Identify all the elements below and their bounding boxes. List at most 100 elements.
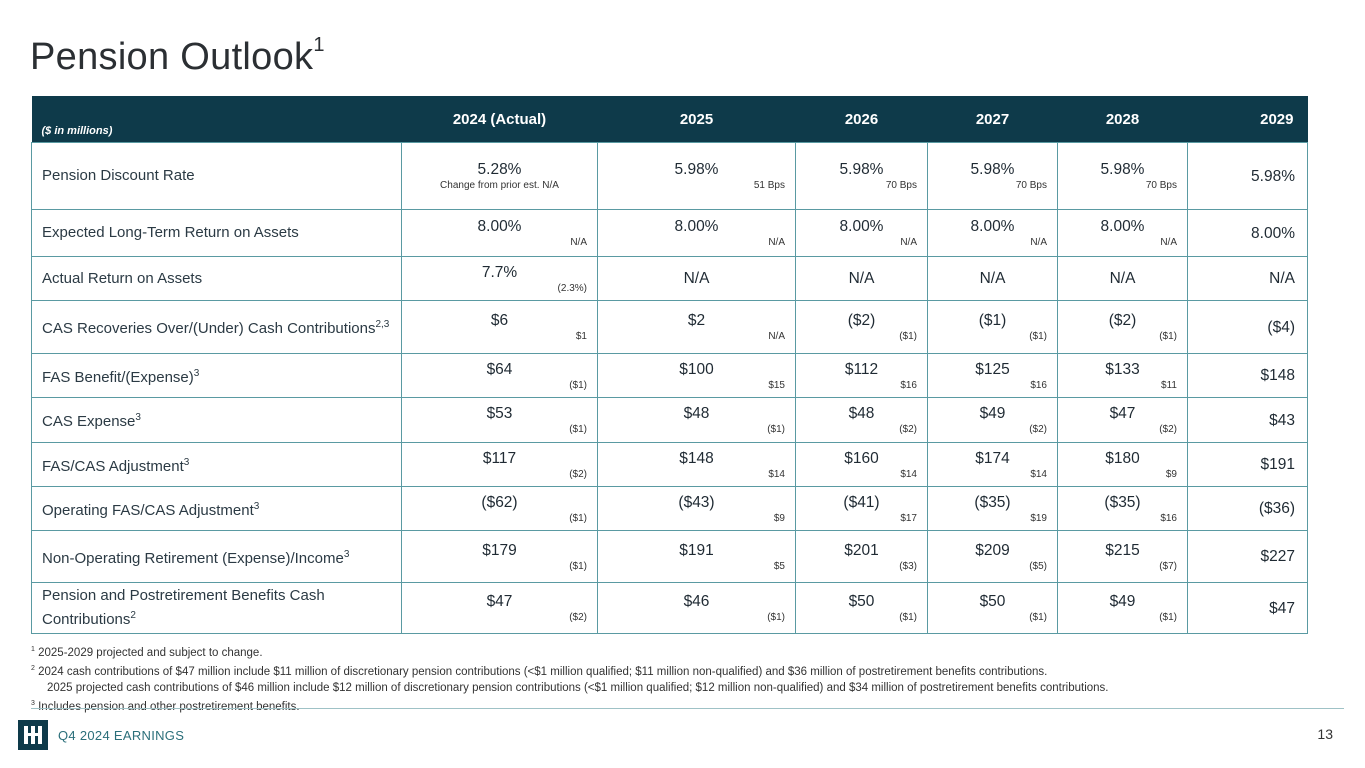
cell-value: 8.00% [1100, 218, 1145, 235]
cell-value: $112 [844, 360, 879, 378]
table-cell: N/A [795, 256, 928, 301]
cell-change-note: 70 Bps [1145, 180, 1177, 191]
cell-value: 5.98% [1100, 161, 1145, 178]
cell-change-note: ($1) [1159, 331, 1177, 342]
cell-value: N/A [1269, 270, 1295, 287]
cell-value: $47 [1109, 405, 1136, 422]
cell-change-note: $14 [768, 468, 785, 480]
row-label: CAS Expense3 [31, 397, 402, 443]
cell-change-note: $1 [575, 331, 587, 342]
table-row: Pension Discount Rate 5.28% Change from pr… [31, 142, 1308, 210]
table-cell: $50 ($1) [927, 582, 1058, 634]
table-header-row: ($ in millions) 2024 (Actual) 2025 2026 … [31, 96, 1308, 143]
cell-change-note: $11 [1161, 379, 1177, 391]
cell-change-note: $9 [1165, 468, 1177, 480]
cell-value: 8.00% [839, 218, 884, 235]
row-label-footnote-ref: 3 [343, 548, 350, 560]
cell-value: 8.00% [970, 218, 1015, 235]
cell-value: N/A [848, 270, 875, 287]
table-cell: N/A [597, 256, 796, 301]
units-label: ($ in millions) [31, 96, 402, 143]
cell-value: $174 [975, 449, 1010, 467]
table-cell: $100 $15 [597, 353, 796, 398]
cell-change-note: $19 [1030, 512, 1047, 524]
cell-value: $191 [679, 541, 714, 559]
table-cell: $191 [1187, 442, 1308, 487]
cell-value: ($62) [481, 493, 518, 511]
cell-change-note: N/A [1160, 237, 1177, 248]
cell-value: $133 [1105, 360, 1140, 378]
cell-value: 8.00% [674, 218, 719, 235]
row-label: Actual Return on Assets [31, 256, 402, 301]
cell-change-note: $9 [773, 512, 785, 524]
table-cell: $48 ($2) [795, 397, 928, 443]
table-cell: $160 $14 [795, 442, 928, 487]
column-header: 2027 [927, 96, 1058, 143]
table-cell: $53 ($1) [401, 397, 598, 443]
cell-change-note: ($1) [569, 424, 587, 435]
page-title-footnote-ref: 1 [313, 34, 325, 56]
cell-change-note: N/A [900, 237, 917, 248]
table-cell: $215 ($7) [1057, 530, 1188, 583]
cell-change-note: ($1) [899, 612, 917, 623]
table-row: FAS/CAS Adjustment3 $117 ($2) $148 $14 $160 $1… [31, 442, 1308, 487]
cell-value: ($43) [678, 493, 715, 511]
cell-change-note: Change from prior est. N/A [440, 180, 559, 191]
row-label-text: Non-Operating Retirement (Expense)/Incom… [42, 549, 344, 567]
page-number: 13 [1317, 726, 1333, 742]
table-cell: 7.7% (2.3%) [401, 256, 598, 301]
table-cell: $125 $16 [927, 353, 1058, 398]
table-cell: 5.98% 51 Bps [597, 142, 796, 210]
cell-value: $50 [979, 593, 1006, 610]
page-title: Pension Outlook1 [30, 34, 325, 79]
table-cell: ($2) ($1) [795, 300, 928, 354]
table-cell: 8.00% N/A [597, 209, 796, 257]
table-cell: ($35) $19 [927, 486, 1058, 531]
cell-value: $209 [975, 541, 1010, 559]
cell-value: $100 [679, 360, 714, 378]
table-cell: 5.98% [1187, 142, 1308, 210]
cell-change-note: ($2) [1029, 424, 1047, 435]
table-cell: $191 $5 [597, 530, 796, 583]
cell-change-note: ($1) [1029, 331, 1047, 342]
cell-change-note: N/A [768, 237, 785, 248]
cell-value: ($4) [1267, 318, 1295, 336]
cell-value: $179 [482, 541, 517, 559]
cell-change-note: $16 [1160, 512, 1177, 524]
table-row: CAS Expense3 $53 ($1) $48 ($1) $48 ($2) $49 ($2)… [31, 397, 1308, 443]
cell-value: $48 [848, 405, 875, 422]
cell-change-note: ($1) [767, 612, 785, 623]
cell-change-note: ($2) [1159, 424, 1177, 435]
table-row: Expected Long-Term Return on Assets 8.00%… [31, 209, 1308, 257]
table-cell: $112 $16 [795, 353, 928, 398]
row-label-footnote-ref: 2,3 [375, 319, 390, 330]
table-cell: $64 ($1) [401, 353, 598, 398]
cell-value: $50 [848, 593, 875, 610]
column-header: 2024 (Actual) [401, 96, 598, 143]
table-cell: $180 $9 [1057, 442, 1188, 487]
cell-value: 7.7% [481, 263, 518, 281]
cell-change-note: ($1) [1159, 612, 1177, 623]
table-cell: $50 ($1) [795, 582, 928, 634]
table-cell: $47 [1187, 582, 1308, 634]
table-cell: ($41) $17 [795, 486, 928, 531]
table-cell: 5.98% 70 Bps [795, 142, 928, 210]
table-cell: $227 [1187, 530, 1308, 583]
cell-value: $227 [1260, 548, 1295, 565]
cell-change-note: N/A [570, 237, 587, 248]
cell-value: ($2) [1108, 312, 1137, 329]
row-label-text: Operating FAS/CAS Adjustment [42, 501, 254, 519]
cell-change-note: ($2) [569, 468, 587, 480]
cell-value: ($2) [847, 312, 876, 329]
cell-value: 8.00% [1251, 224, 1295, 242]
table-cell: ($36) [1187, 486, 1308, 531]
cell-value: 5.98% [839, 161, 884, 178]
hii-logo-icon [18, 720, 48, 750]
column-header: 2028 [1057, 96, 1188, 143]
cell-value: 5.98% [970, 161, 1015, 178]
cell-change-note: ($1) [569, 379, 587, 391]
row-label-text: Actual Return on Assets [42, 269, 203, 287]
table-cell: $43 [1187, 397, 1308, 443]
cell-change-note: ($1) [767, 424, 785, 435]
table-cell: N/A [1057, 256, 1188, 301]
